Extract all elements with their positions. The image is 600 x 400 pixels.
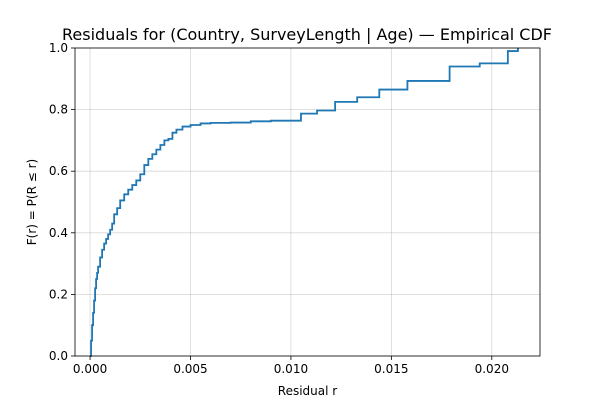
y-axis: 0.0 0.2 0.4 0.6 0.8 1.0 bbox=[49, 41, 75, 363]
x-tick-label: 0.020 bbox=[475, 362, 509, 376]
x-axis-label: Residual r bbox=[278, 384, 337, 398]
grid bbox=[75, 47, 540, 357]
x-axis: 0.000 0.005 0.010 0.015 0.020 bbox=[73, 356, 509, 376]
series-line bbox=[90, 48, 519, 357]
y-tick-label: 0.6 bbox=[49, 164, 68, 178]
plot-area-frame bbox=[74, 47, 541, 357]
y-tick-label: 0.4 bbox=[49, 226, 68, 240]
x-tick-label: 0.005 bbox=[173, 362, 207, 376]
y-axis-label: F(r) = P(R ≤ r) bbox=[25, 159, 39, 245]
x-tick-label: 0.010 bbox=[274, 362, 308, 376]
y-tick-label: 1.0 bbox=[49, 41, 68, 55]
x-tick-label: 0.000 bbox=[73, 362, 107, 376]
x-tick-label: 0.015 bbox=[374, 362, 408, 376]
y-tick-label: 0.8 bbox=[49, 103, 68, 117]
y-tick-label: 0.0 bbox=[49, 349, 68, 363]
y-tick-label: 0.2 bbox=[49, 287, 68, 301]
chart-title: Residuals for (Country, SurveyLength | A… bbox=[62, 25, 552, 44]
